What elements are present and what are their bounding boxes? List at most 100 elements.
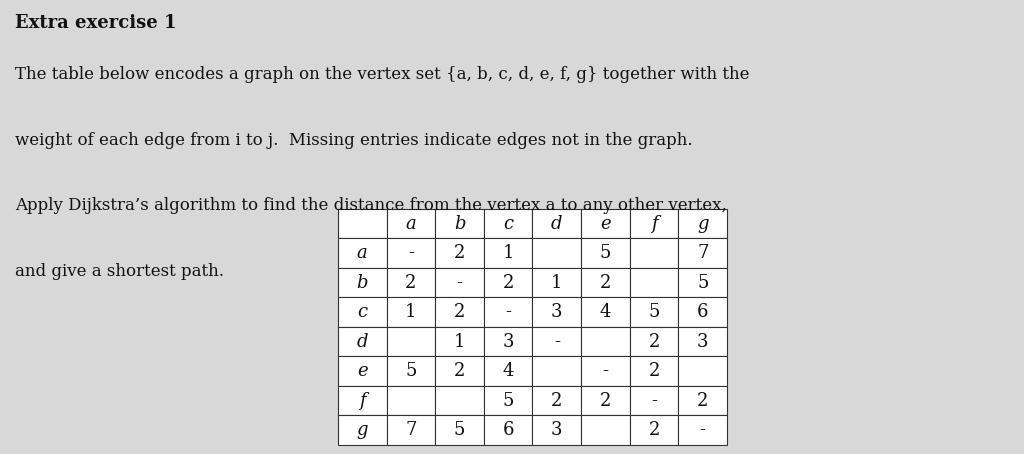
Text: 2: 2 (600, 274, 611, 291)
Bar (387, 386, 435, 415)
Bar (679, 268, 727, 297)
Bar (532, 327, 582, 356)
Bar (532, 297, 582, 327)
Bar (484, 209, 532, 238)
Bar (532, 209, 582, 238)
Text: 5: 5 (600, 244, 611, 262)
Text: weight of each edge from i to j.  Missing entries indicate edges not in the grap: weight of each edge from i to j. Missing… (15, 132, 693, 148)
Text: 2: 2 (503, 274, 514, 291)
Text: -: - (457, 274, 463, 291)
Text: 4: 4 (600, 303, 611, 321)
Text: The table below encodes a graph on the vertex set {a, b, c, d, e, f, g} together: The table below encodes a graph on the v… (15, 66, 750, 83)
Bar (630, 356, 678, 386)
Bar (484, 238, 532, 268)
Bar (532, 268, 582, 297)
Text: e: e (357, 362, 368, 380)
Text: Apply Dijkstra’s algorithm to find the distance from the vertex a to any other v: Apply Dijkstra’s algorithm to find the d… (15, 197, 727, 214)
Text: 3: 3 (697, 333, 709, 350)
Text: c: c (357, 303, 368, 321)
Text: 2: 2 (406, 274, 417, 291)
Bar (630, 268, 678, 297)
Bar (679, 356, 727, 386)
Bar (387, 268, 435, 297)
Text: 1: 1 (503, 244, 514, 262)
Bar (582, 327, 630, 356)
Bar (630, 297, 678, 327)
Bar (338, 238, 387, 268)
Text: c: c (503, 215, 513, 232)
Text: 2: 2 (600, 392, 611, 410)
Bar (484, 327, 532, 356)
Text: and give a shortest path.: and give a shortest path. (15, 263, 224, 280)
Bar (679, 238, 727, 268)
Text: 7: 7 (406, 421, 417, 439)
Text: 2: 2 (648, 421, 659, 439)
Bar (679, 297, 727, 327)
Bar (338, 415, 387, 445)
Bar (387, 415, 435, 445)
Text: 7: 7 (697, 244, 709, 262)
Text: 1: 1 (406, 303, 417, 321)
Text: 5: 5 (697, 274, 709, 291)
Bar (582, 386, 630, 415)
Text: 5: 5 (503, 392, 514, 410)
Text: 5: 5 (648, 303, 659, 321)
Text: 5: 5 (454, 421, 465, 439)
Bar (435, 415, 484, 445)
Text: 2: 2 (454, 303, 465, 321)
Text: a: a (357, 244, 368, 262)
Bar (484, 386, 532, 415)
Text: 2: 2 (454, 244, 465, 262)
Text: -: - (554, 333, 560, 350)
Bar (630, 386, 678, 415)
Text: g: g (697, 215, 709, 232)
Text: -: - (651, 392, 657, 410)
Bar (484, 268, 532, 297)
Bar (582, 297, 630, 327)
Bar (582, 268, 630, 297)
Text: b: b (356, 274, 368, 291)
Bar (435, 268, 484, 297)
Bar (532, 386, 582, 415)
Bar (435, 386, 484, 415)
Text: b: b (454, 215, 465, 232)
Text: 2: 2 (454, 362, 465, 380)
Text: 4: 4 (503, 362, 514, 380)
Text: f: f (359, 392, 366, 410)
Bar (484, 297, 532, 327)
Bar (582, 356, 630, 386)
Text: d: d (551, 215, 562, 232)
Text: -: - (505, 303, 511, 321)
Bar (387, 238, 435, 268)
Text: f: f (651, 215, 657, 232)
Text: 1: 1 (454, 333, 465, 350)
Text: 2: 2 (551, 392, 562, 410)
Text: 2: 2 (648, 333, 659, 350)
Text: -: - (602, 362, 608, 380)
Bar (387, 297, 435, 327)
Text: 5: 5 (406, 362, 417, 380)
Bar (630, 209, 678, 238)
Bar (435, 238, 484, 268)
Text: 3: 3 (551, 421, 562, 439)
Bar (435, 327, 484, 356)
Bar (387, 209, 435, 238)
Bar (532, 238, 582, 268)
Bar (630, 238, 678, 268)
Text: 1: 1 (551, 274, 562, 291)
Bar (582, 415, 630, 445)
Bar (630, 415, 678, 445)
Bar (532, 415, 582, 445)
Bar (338, 268, 387, 297)
Text: a: a (406, 215, 416, 232)
Bar (387, 356, 435, 386)
Bar (679, 209, 727, 238)
Bar (338, 297, 387, 327)
Bar (679, 327, 727, 356)
Text: 2: 2 (697, 392, 709, 410)
Text: 3: 3 (503, 333, 514, 350)
Bar (679, 386, 727, 415)
Bar (679, 415, 727, 445)
Bar (582, 209, 630, 238)
Bar (435, 356, 484, 386)
